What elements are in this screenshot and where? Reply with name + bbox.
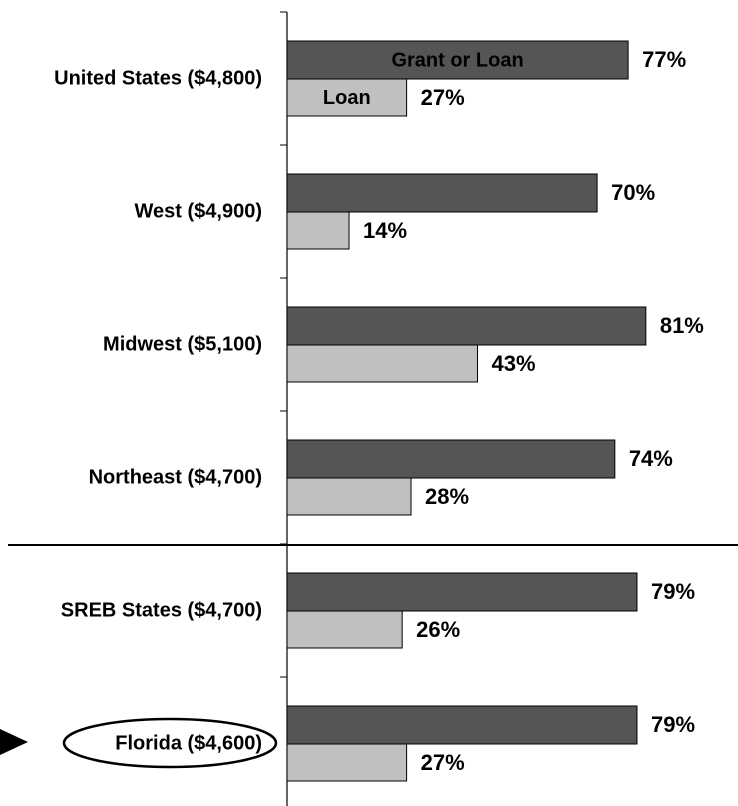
bar [286,439,616,479]
legend-entry: Loan [323,87,371,109]
bar [286,705,638,745]
category-label: Midwest ($5,100) [103,333,262,355]
value-label: 28% [425,484,469,509]
value-label: 43% [491,351,535,376]
category-label: United States ($4,800) [54,67,262,89]
value-label: 77% [642,47,686,72]
category-label: Northeast ($4,700) [89,466,262,488]
bar [286,306,647,346]
value-label: 79% [651,579,695,604]
bar [286,78,408,117]
bar [286,40,629,80]
category-label: Florida ($4,600) [115,732,262,754]
value-label: 14% [363,218,407,243]
bar [286,173,598,213]
value-label: 27% [421,750,465,775]
bar [286,572,638,612]
legend-entry: Grant or Loan [391,49,523,71]
category-label: SREB States ($4,700) [61,599,262,621]
value-label: 79% [651,712,695,737]
category-label: West ($4,900) [135,200,262,222]
value-label: 74% [629,446,673,471]
value-label: 70% [611,180,655,205]
bar [286,211,350,250]
bar [286,344,478,383]
value-label: 26% [416,617,460,642]
arrow [0,729,28,755]
bar [286,743,408,782]
highlight-ellipse [62,717,278,769]
bar [286,610,403,649]
bar [286,477,412,516]
value-label: 27% [421,85,465,110]
value-label: 81% [660,313,704,338]
